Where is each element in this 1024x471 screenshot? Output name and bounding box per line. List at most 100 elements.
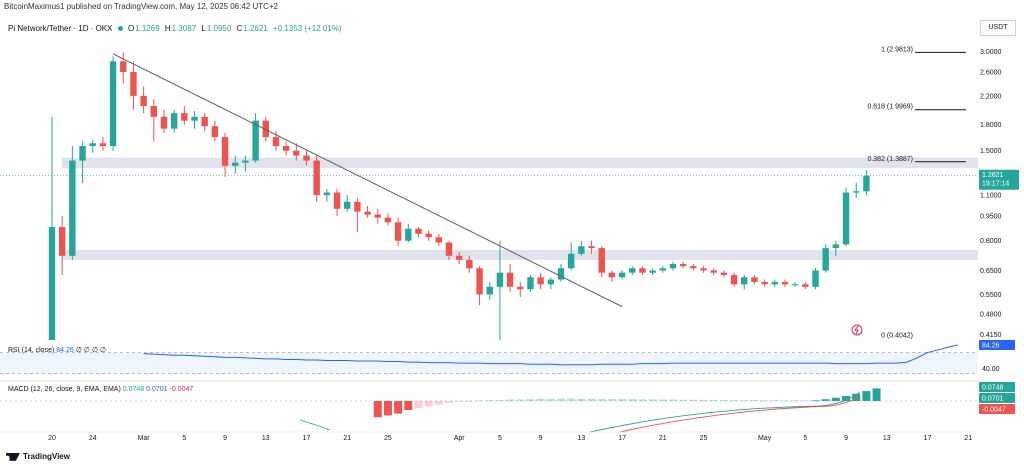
candle-body [781, 281, 789, 285]
candle [58, 216, 66, 275]
candle-body [761, 281, 768, 285]
macd-hist-bar [516, 399, 525, 401]
candle [598, 246, 605, 278]
macd-hist-bar [760, 400, 769, 402]
macd-hist-bar [638, 399, 647, 401]
candle [588, 240, 595, 254]
macd-hist-bar [607, 399, 616, 401]
macd-line-segment [299, 419, 331, 431]
candle-body [608, 272, 616, 278]
tradingview-logo[interactable]: TradingView [6, 452, 70, 461]
candle-body [221, 137, 229, 166]
candle-body [181, 113, 188, 121]
candle-body [425, 233, 432, 238]
close-value: 1.2621 [243, 24, 268, 33]
time-tick-label: 21 [343, 435, 351, 442]
change-value: +0.1353 (+12.01%) [273, 24, 342, 33]
candle [384, 213, 392, 226]
candle-body [802, 284, 809, 287]
candle [201, 113, 208, 132]
macd-hist-badge-bg [979, 404, 1015, 414]
candle-body [812, 270, 819, 287]
candle [160, 109, 168, 133]
fib-label: 0.618 (1.9969) [867, 104, 913, 111]
macd-hist-bar [495, 399, 504, 401]
currency-selector[interactable]: USDT [980, 20, 1016, 36]
candle [639, 266, 646, 275]
time-tick-label: 9 [844, 435, 848, 442]
candle-body [354, 201, 361, 212]
candle [333, 188, 341, 217]
time-tick-label: 17 [924, 435, 932, 442]
candle-body [293, 150, 300, 156]
rsi-pane: 40.00 [0, 344, 1000, 382]
candle [48, 116, 56, 340]
time-tick-label: 13 [577, 435, 585, 442]
macd-hist-bar [587, 398, 596, 401]
candle-body [842, 192, 850, 245]
candle [150, 99, 157, 142]
candle [211, 120, 219, 142]
low-value: 1.0950 [206, 24, 232, 33]
fib-levels: 1 (2.9813) 0.618 (1.9969) 0.382 (1.3887) 0 … [0, 46, 978, 340]
candle-body [853, 191, 860, 193]
macd-hist-bar [618, 399, 627, 401]
candle [323, 188, 331, 202]
candle-body [649, 270, 656, 273]
macd-hist-bar [811, 400, 820, 402]
time-tick-label: 17 [303, 435, 311, 442]
candle-body [211, 126, 219, 138]
high-value: 1.3087 [171, 24, 197, 33]
macd-hist-bar [699, 399, 708, 401]
candle [405, 223, 412, 243]
candle-body [751, 277, 758, 282]
candle-body [48, 227, 56, 340]
candle-body [99, 143, 107, 147]
time-tick-label: 5 [498, 435, 502, 442]
time-tick-label: 21 [964, 435, 972, 442]
candle [282, 141, 290, 156]
macd-hist-bar [485, 400, 494, 401]
open-value: 1.1269 [135, 24, 160, 33]
macd-hist-bar [434, 401, 443, 405]
macd-hist-bar [526, 399, 535, 401]
macd-value: 0.0748 [122, 386, 145, 393]
price-tick-label: 1.5000 [980, 148, 1002, 155]
candle [679, 261, 687, 269]
macd-hist-bar [709, 399, 718, 401]
macd-hist-bar [628, 399, 637, 401]
macd-hist-bar [373, 401, 382, 418]
rsi-level-label: 40.00 [982, 366, 1000, 373]
candle [456, 251, 463, 265]
time-tick-label: 13 [883, 435, 891, 442]
macd-hist-bar [689, 399, 698, 401]
macd-signal-line [619, 395, 861, 433]
macd-hist-bar [831, 397, 840, 401]
candle [415, 227, 422, 238]
support-zone [62, 249, 978, 260]
price-tick-label: 1.1000 [980, 193, 1002, 200]
candle [242, 155, 249, 172]
rsi-label: RSI (14, close) 84.26 ∅ ∅ ∅ ∅ [8, 346, 106, 354]
candle-body [679, 264, 687, 267]
candle [812, 268, 819, 290]
candle-body [58, 227, 66, 256]
candle [170, 109, 178, 133]
publisher-caption: BitcoinMaximus1 published on TradingView… [4, 2, 279, 11]
candle-body [588, 246, 595, 249]
high-label: H [164, 24, 171, 33]
candle-body [618, 272, 626, 278]
candle [364, 205, 371, 218]
candle-body [730, 274, 738, 285]
symbol-title: Pi Network/Tether · 1D · OKX [8, 24, 113, 33]
candle [252, 113, 259, 163]
macd-hist-bar [394, 401, 403, 414]
candle-body [394, 222, 402, 241]
time-tick-label: 20 [48, 435, 56, 442]
macd-hist-bar [658, 399, 667, 401]
axis-badges: 1.2621 19:17:14 84.26 0.0748 0.0701 -0.0047 [851, 169, 1019, 414]
fib-label: 1 (2.9813) [881, 46, 913, 53]
time-axis: 20 24 Mar 5 9 13 17 21 25 Apr 5 9 13 17 21 25 May 5 9 13 17 2… [0, 431, 978, 442]
rsi-title: RSI (14, close) [8, 347, 55, 354]
